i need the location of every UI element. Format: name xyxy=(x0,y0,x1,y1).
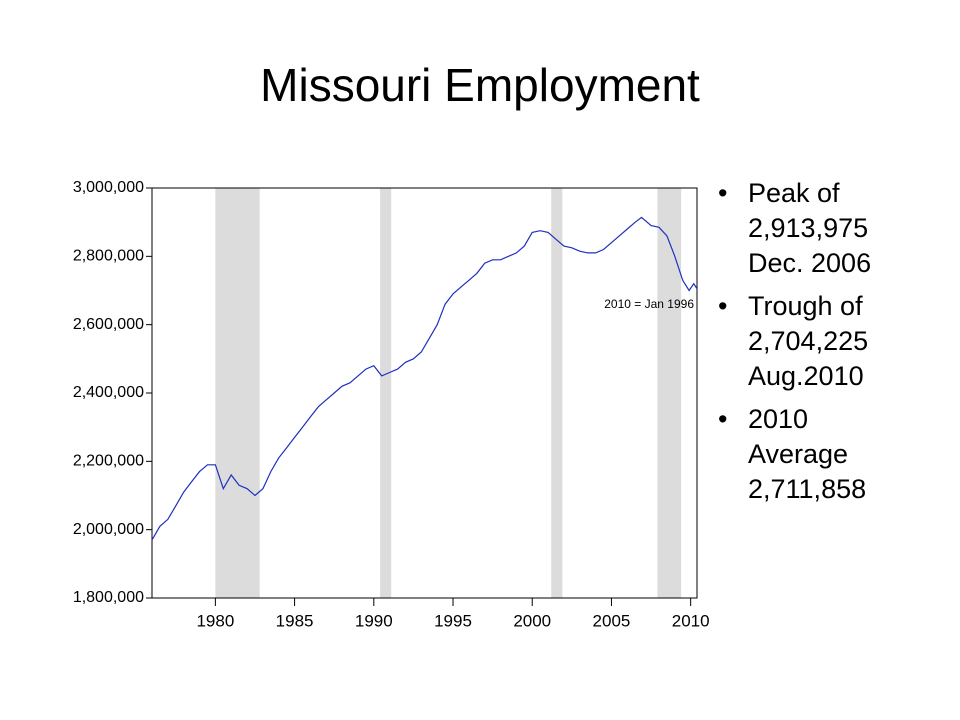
y-tick-label: 2,000,000 xyxy=(73,521,144,538)
x-tick-label: 2000 xyxy=(513,611,551,630)
y-tick-label: 1,800,000 xyxy=(73,589,144,606)
bullet: Trough of 2,704,225 Aug.2010 xyxy=(718,289,908,394)
x-tick-label: 1995 xyxy=(434,611,472,630)
shaded-period xyxy=(657,188,682,598)
shaded-period xyxy=(215,188,260,598)
y-tick-label: 2,600,000 xyxy=(73,316,144,333)
y-tick-label: 2,200,000 xyxy=(73,453,144,470)
x-tick-label: 1980 xyxy=(196,611,234,630)
y-tick-label: 2,400,000 xyxy=(73,384,144,401)
annotation: 2010 = Jan 1996 xyxy=(604,297,694,311)
x-tick-label: 2005 xyxy=(593,611,631,630)
shaded-period xyxy=(551,188,563,598)
bullet: Peak of 2,913,975 Dec. 2006 xyxy=(718,176,908,281)
bullet-list: Peak of 2,913,975 Dec. 2006Trough of 2,7… xyxy=(718,176,908,515)
slide-title: Missouri Employment xyxy=(260,59,700,111)
bullet: 2010 Average 2,711,858 xyxy=(718,402,908,507)
chart: 1,800,000 2,000,000 2,200,000 2,400,000 2,60… xyxy=(73,179,710,630)
x-tick-label: 1990 xyxy=(355,611,393,630)
shaded-period xyxy=(380,188,392,598)
x-tick-label: 1985 xyxy=(276,611,314,630)
data-line xyxy=(151,216,698,541)
y-tick-label: 3,000,000 xyxy=(73,179,144,196)
x-tick-label: 2010 xyxy=(672,611,710,630)
y-tick-label: 2,800,000 xyxy=(73,248,144,265)
